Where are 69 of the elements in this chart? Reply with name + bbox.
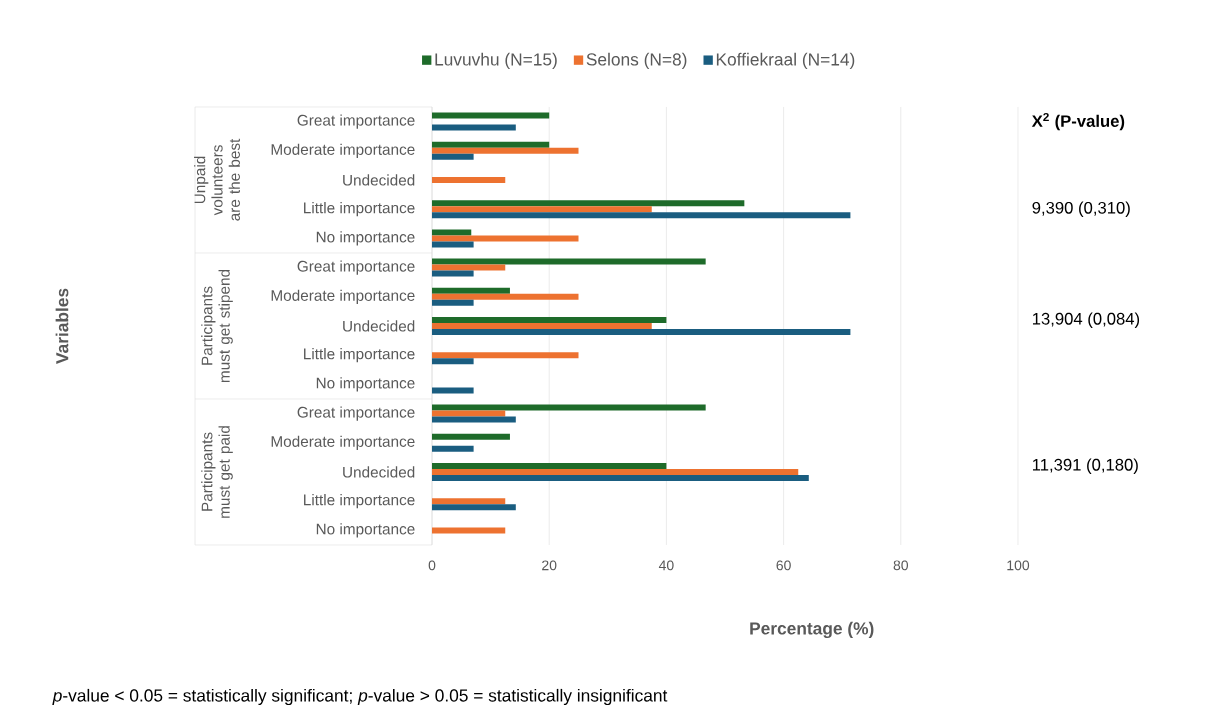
y-tick-label: Undecided (343, 466, 415, 478)
bar (432, 153, 474, 160)
bar (432, 235, 579, 242)
text: 11,391 (0,180) (1032, 458, 1138, 474)
legend-label: Koffiekraal (N=14) (716, 52, 855, 70)
bar (432, 410, 506, 417)
text: X$^{2}$ (P-value) (1031, 112, 1125, 131)
x-tick-label: 20 (542, 560, 557, 571)
bar (432, 258, 706, 265)
bar (432, 527, 506, 534)
y-tick-label: Little importance (304, 348, 415, 363)
x-tick-label: 0 (428, 560, 436, 571)
y-tick-label: Great importance (297, 406, 415, 421)
x-tick-label: 60 (776, 560, 791, 571)
y-tick-label: Undecided (343, 320, 415, 332)
bar (432, 287, 510, 294)
x-tick-label: 100 (1007, 560, 1030, 571)
bar (432, 433, 510, 440)
bar (432, 416, 516, 423)
bar (432, 498, 506, 505)
text: 13,904 (0,084) (1032, 312, 1140, 328)
text: Unpaid volunteers are the best (194, 138, 240, 221)
y-tick-label: Undecided (343, 174, 415, 186)
bar (432, 445, 474, 452)
bar (432, 147, 579, 154)
bar (432, 358, 474, 365)
x-axis-title: Percentage (%) (750, 621, 874, 639)
bar (432, 141, 550, 148)
bar (432, 404, 706, 411)
y-tick-label: No importance (316, 231, 415, 246)
y-tick-label: No importance (316, 377, 415, 392)
bar (432, 112, 550, 119)
bar (432, 462, 667, 469)
x-tick-label: 40 (658, 560, 674, 571)
bar (432, 317, 667, 323)
bar (432, 264, 506, 271)
y-tick-label: Little importance (304, 494, 415, 509)
bar (432, 200, 745, 207)
legend-label: Selons (N=8) (586, 52, 687, 70)
bar (432, 323, 652, 329)
bar (432, 206, 652, 213)
bar (432, 212, 851, 219)
bar (432, 124, 516, 131)
bar (432, 270, 474, 277)
bar (432, 293, 579, 300)
bar (432, 468, 799, 475)
legend-label: Luvuvhu (N=15) (435, 52, 557, 70)
bar (432, 387, 474, 394)
y-tick-label: Great importance (297, 114, 415, 129)
text: Participants must get paid (201, 426, 233, 518)
bar (432, 474, 809, 481)
text: 9,390 (0,310) (1032, 201, 1130, 217)
bar (432, 328, 851, 335)
y-tick-label: Moderate importance (271, 289, 415, 304)
text: Variables (55, 288, 69, 364)
y-tick-label: Little importance (304, 202, 415, 217)
bar (432, 177, 506, 183)
bar (432, 299, 474, 306)
x-tick-label: 80 (893, 560, 909, 571)
y-tick-label: No importance (316, 523, 415, 538)
y-tick-label: Moderate importance (271, 143, 415, 158)
bar (432, 241, 474, 248)
bar (432, 229, 472, 236)
y-tick-label: Moderate importance (271, 435, 415, 450)
bar (432, 504, 516, 511)
text: Participants must get stipend (201, 269, 233, 383)
text: p-value < 0.05 = statistically significant; p-value > 0.05 = statistically insignificant (52, 688, 668, 706)
y-tick-label: Great importance (297, 260, 415, 275)
bar (432, 352, 579, 359)
